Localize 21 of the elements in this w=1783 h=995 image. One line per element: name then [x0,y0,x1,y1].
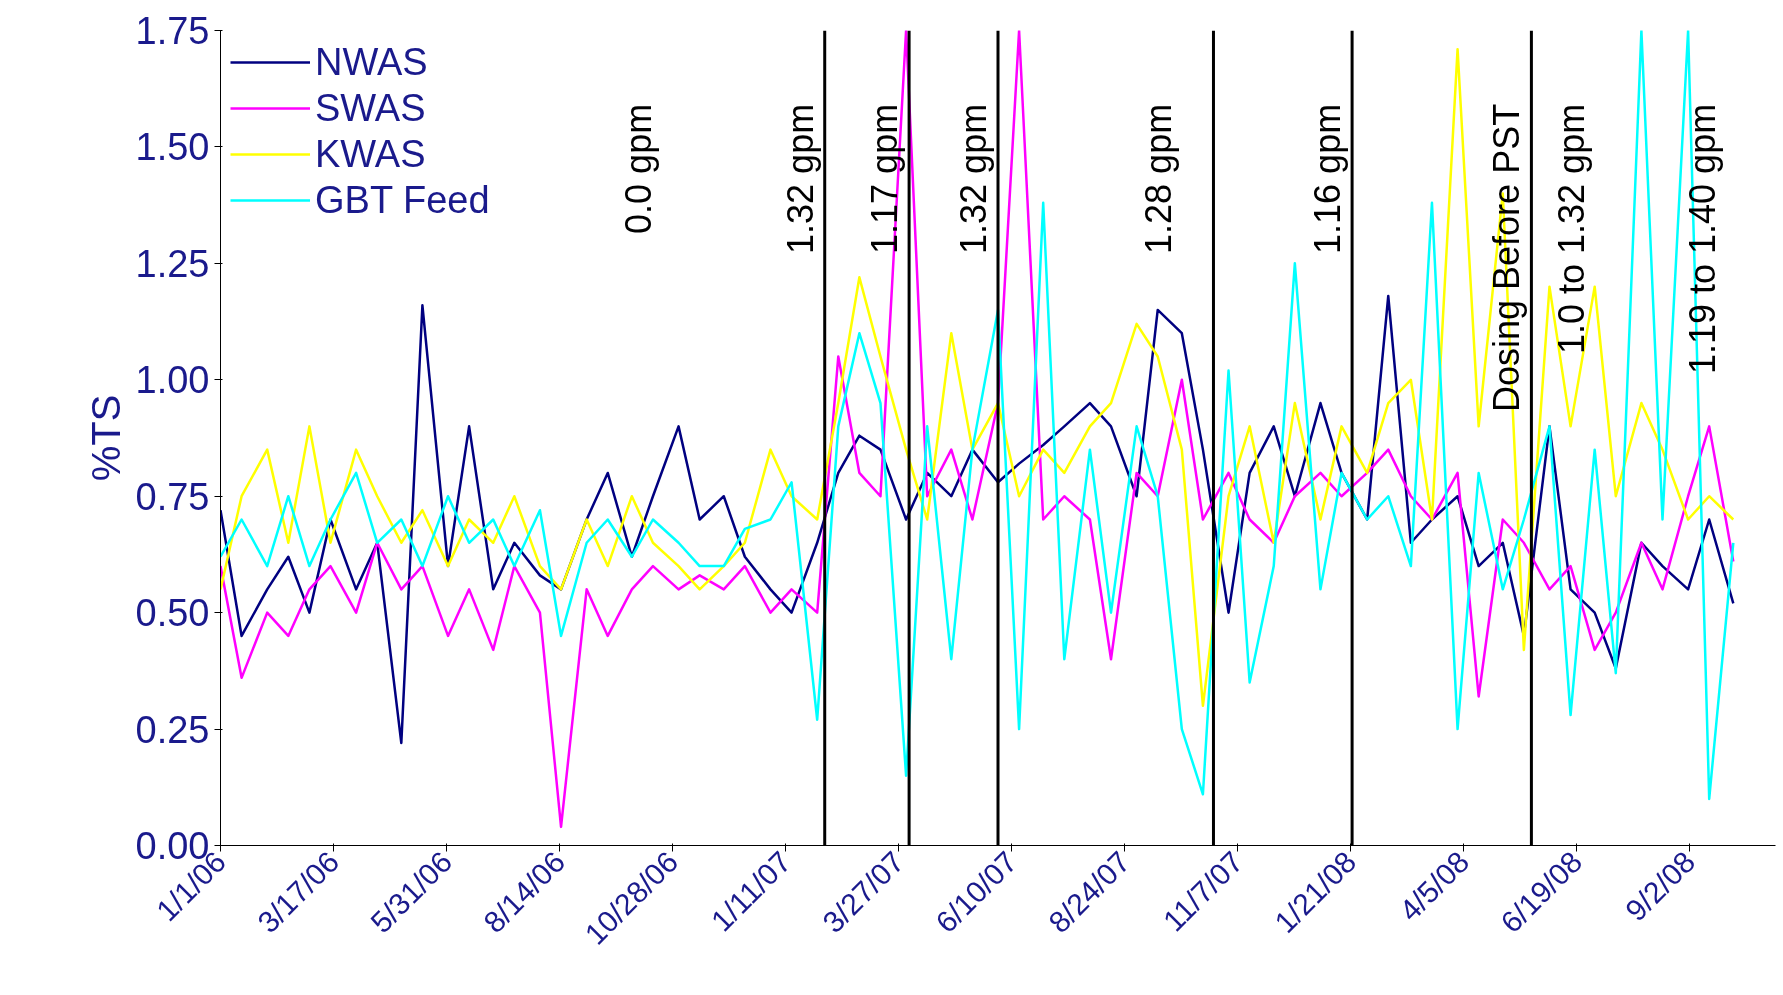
y-tick-label: 0.25 [135,708,210,751]
legend-label: KWAS [315,132,426,176]
y-tick-label: 1.50 [135,126,210,169]
annotation: 1.0 to 1.32 gpm [1551,103,1593,355]
annotation: 1.28 gpm [1137,103,1179,254]
y-tick-label: 0.50 [135,592,210,635]
legend-label: NWAS [315,40,428,84]
y-tick-label: 0.75 [135,475,210,518]
ref-line-label: 1.32 gpm [779,103,821,254]
ref-line-label: 1.16 gpm [1307,103,1349,254]
annotation: 1.19 to 1.40 gpm [1681,103,1723,375]
y-tick-label: 1.00 [135,359,210,402]
annotation: 0.0 gpm [618,103,660,234]
ref-line-label: Dosing Before PST [1486,103,1528,412]
y-axis-title: %TS [83,394,128,482]
y-tick-label: 1.75 [135,10,210,52]
y-tick-label: 1.25 [135,242,210,285]
legend-label: GBT Feed [315,178,490,222]
ref-line-label: 1.17 gpm [864,103,906,254]
ref-line-label: 1.32 gpm [953,103,994,254]
legend-label: SWAS [315,86,426,130]
